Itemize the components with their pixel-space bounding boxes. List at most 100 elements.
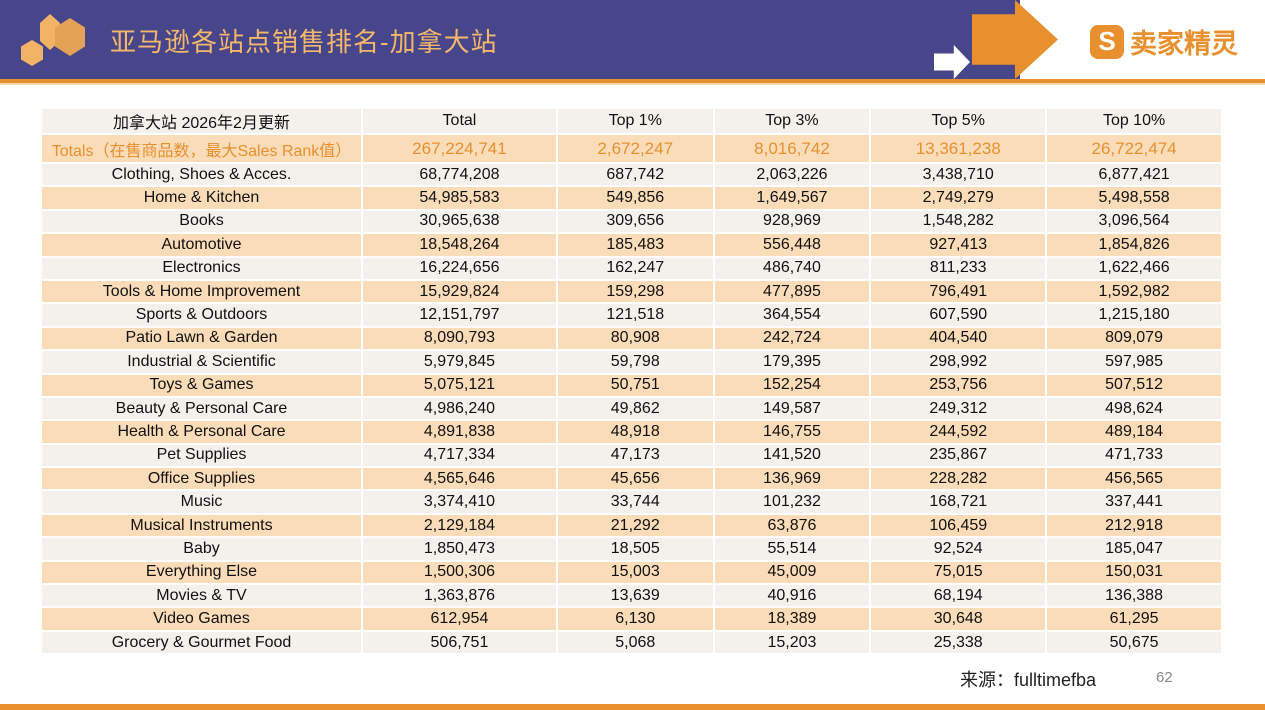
value-cell: 106,459 [869,512,1048,539]
logo-text: 卖家精灵 [1130,29,1238,59]
table-row: Toys & Games 5,075,121 50,751 152,254 253,75… [40,372,1223,398]
value-cell: 486,740 [712,255,872,281]
value-cell: 556,448 [712,232,872,258]
category-cell: Music [40,489,363,515]
value-cell: 928,969 [712,208,872,235]
value-cell: 68,194 [869,583,1048,609]
value-cell: 80,908 [555,325,715,352]
value-cell: 4,565,646 [361,466,558,492]
totals-cell: 26,722,474 [1045,133,1223,164]
value-cell: 8,090,793 [361,325,558,352]
category-cell: Health & Personal Care [40,419,363,445]
totals-row: Totals（在售商品数，最大Sales Rank值） 267,224,741 2,… [40,133,1223,164]
value-cell: 796,491 [869,278,1048,305]
category-cell: Electronics [40,255,363,281]
value-cell: 1,854,826 [1045,232,1223,258]
category-cell: Pet Supplies [40,442,363,469]
category-cell: Office Supplies [40,466,363,492]
value-cell: 25,338 [869,629,1048,656]
value-cell: 364,554 [712,302,872,328]
category-cell: Sports & Outdoors [40,302,363,328]
totals-cell: 2,672,247 [555,133,715,164]
table-row: Books 30,965,638 309,656 928,969 1,548,282 3,… [40,208,1223,235]
table-row: Baby 1,850,473 18,505 55,514 92,524 185,047 [40,536,1223,562]
value-cell: 6,877,421 [1045,161,1223,188]
value-cell: 212,918 [1045,512,1223,539]
s-logo-icon: S [1090,24,1124,59]
value-cell: 136,969 [712,466,872,492]
value-cell: 15,003 [555,559,715,586]
value-cell: 2,129,184 [361,512,558,539]
category-cell: Video Games [40,606,363,632]
value-cell: 13,639 [555,583,715,609]
category-cell: Toys & Games [40,372,363,398]
value-cell: 4,891,838 [361,419,558,445]
value-cell: 298,992 [869,349,1048,375]
value-cell: 249,312 [869,395,1048,422]
value-cell: 337,441 [1045,489,1223,515]
sales-rank-table: 加拿大站 2026年2月更新 Total Top 1% Top 3% Top 5% Top… [40,107,1223,656]
value-cell: 687,742 [555,161,715,188]
table-row: Industrial & Scientific 5,979,845 59,798 17… [40,349,1223,375]
table-row: Patio Lawn & Garden 8,090,793 80,908 242,72… [40,325,1223,352]
value-cell: 179,395 [712,349,872,375]
value-cell: 2,749,279 [869,185,1048,211]
table-row: Musical Instruments 2,129,184 21,292 63,876… [40,512,1223,539]
value-cell: 309,656 [555,208,715,235]
header-banner [0,0,1020,79]
value-cell: 152,254 [712,372,872,398]
value-cell: 4,717,334 [361,442,558,469]
table-row: Health & Personal Care 4,891,838 48,918 146… [40,419,1223,445]
value-cell: 612,954 [361,606,558,632]
header-divider [0,79,1265,83]
totals-cell: 13,361,238 [869,133,1048,164]
hexagon-decor-icon [21,40,43,66]
column-header: Total [361,107,558,135]
value-cell: 45,009 [712,559,872,586]
table-row: Music 3,374,410 33,744 101,232 168,721 337,44… [40,489,1223,515]
value-cell: 149,587 [712,395,872,422]
table-row: Office Supplies 4,565,646 45,656 136,969 228… [40,466,1223,492]
value-cell: 253,756 [869,372,1048,398]
value-cell: 48,918 [555,419,715,445]
value-cell: 607,590 [869,302,1048,328]
category-cell: Tools & Home Improvement [40,278,363,305]
value-cell: 3,096,564 [1045,208,1223,235]
value-cell: 18,389 [712,606,872,632]
table-row: Clothing, Shoes & Acces. 68,774,208 687,74… [40,161,1223,188]
footer-bar [0,704,1265,710]
category-cell: Musical Instruments [40,512,363,539]
value-cell: 235,867 [869,442,1048,469]
value-cell: 471,733 [1045,442,1223,469]
column-header: Top 1% [555,107,715,135]
value-cell: 162,247 [555,255,715,281]
value-cell: 59,798 [555,349,715,375]
value-cell: 121,518 [555,302,715,328]
value-cell: 2,063,226 [712,161,872,188]
value-cell: 33,744 [555,489,715,515]
value-cell: 21,292 [555,512,715,539]
table-row: Pet Supplies 4,717,334 47,173 141,520 235,86… [40,442,1223,469]
value-cell: 456,565 [1045,466,1223,492]
value-cell: 68,774,208 [361,161,558,188]
totals-cell: Totals（在售商品数，最大Sales Rank值） [40,133,363,164]
header-divider-light [0,83,1265,85]
value-cell: 244,592 [869,419,1048,445]
value-cell: 63,876 [712,512,872,539]
value-cell: 15,929,824 [361,278,558,305]
value-cell: 40,916 [712,583,872,609]
value-cell: 228,282 [869,466,1048,492]
column-header: 加拿大站 2026年2月更新 [40,107,363,135]
category-cell: Patio Lawn & Garden [40,325,363,352]
table-row: Electronics 16,224,656 162,247 486,740 811,2… [40,255,1223,281]
value-cell: 477,895 [712,278,872,305]
category-cell: Grocery & Gourmet Food [40,629,363,656]
value-cell: 12,151,797 [361,302,558,328]
totals-cell: 8,016,742 [712,133,872,164]
value-cell: 18,505 [555,536,715,562]
category-cell: Beauty & Personal Care [40,395,363,422]
table-row: Tools & Home Improvement 15,929,824 159,29… [40,278,1223,305]
value-cell: 101,232 [712,489,872,515]
value-cell: 159,298 [555,278,715,305]
value-cell: 1,363,876 [361,583,558,609]
